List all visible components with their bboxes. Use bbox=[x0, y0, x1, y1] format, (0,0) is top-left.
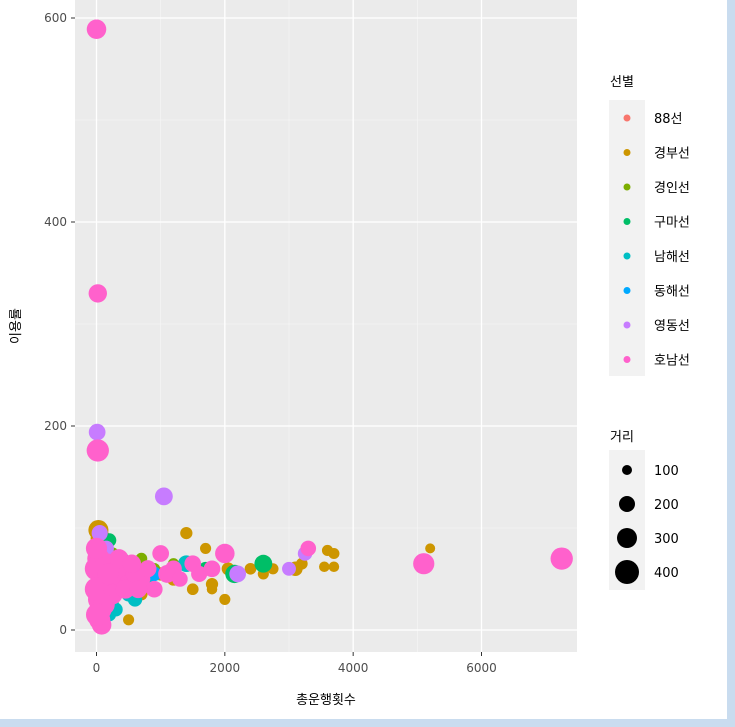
data-point bbox=[152, 545, 170, 562]
legend-color-swatch bbox=[623, 183, 631, 191]
data-point bbox=[97, 563, 119, 585]
legend-size-label: 400 bbox=[654, 566, 679, 581]
legend-color-label: 경인선 bbox=[654, 181, 690, 196]
data-point bbox=[88, 284, 107, 303]
data-point bbox=[244, 562, 257, 575]
y-tick-label: 200 bbox=[44, 419, 67, 433]
color-legend-key-background bbox=[609, 100, 645, 376]
x-tick-label: 2000 bbox=[210, 661, 241, 675]
size-legend: 거리 100 200 300 400 bbox=[609, 430, 679, 590]
data-point bbox=[254, 554, 273, 573]
legend-color-label: 남해선 bbox=[654, 250, 690, 265]
legend-color-label: 경부선 bbox=[654, 147, 690, 162]
data-point bbox=[139, 560, 157, 578]
data-point bbox=[413, 553, 435, 575]
data-point bbox=[200, 542, 212, 554]
data-point bbox=[295, 557, 308, 570]
data-point bbox=[172, 571, 188, 587]
data-point bbox=[191, 565, 208, 582]
data-point bbox=[282, 561, 296, 576]
data-point bbox=[86, 439, 109, 462]
x-tick-label: 6000 bbox=[466, 661, 497, 675]
scatter-chart: 0 2000 4000 6000 0 200 400 600 총운행횟수 이용률 선별 88… bbox=[9, 0, 690, 708]
legend-color-swatch bbox=[623, 252, 631, 260]
data-point bbox=[328, 547, 340, 560]
legend-color-label: 호남선 bbox=[654, 354, 690, 369]
data-point bbox=[206, 583, 218, 595]
y-axis: 0 200 400 600 bbox=[44, 11, 75, 637]
data-points bbox=[84, 19, 573, 635]
size-legend-title: 거리 bbox=[610, 430, 634, 445]
legend-size-label: 200 bbox=[654, 498, 679, 513]
legend-size-swatch bbox=[615, 560, 639, 584]
legend-size-swatch bbox=[619, 496, 635, 512]
data-point bbox=[425, 543, 436, 554]
legend-color-label: 88선 bbox=[654, 112, 683, 127]
plot-background bbox=[75, 0, 577, 652]
legend-color-swatch bbox=[623, 356, 631, 363]
data-point bbox=[85, 537, 108, 560]
data-point bbox=[319, 561, 330, 573]
x-axis-title: 총운행횟수 bbox=[296, 692, 356, 708]
color-legend-title: 선별 bbox=[610, 75, 634, 90]
data-point bbox=[229, 565, 247, 583]
data-point bbox=[203, 560, 221, 578]
x-tick-label: 4000 bbox=[338, 661, 369, 675]
data-point bbox=[86, 19, 107, 39]
data-point bbox=[85, 603, 109, 626]
legend-size-swatch bbox=[622, 465, 632, 475]
legend-color-label: 영동선 bbox=[654, 319, 690, 334]
data-point bbox=[154, 487, 173, 506]
legend-color-swatch bbox=[623, 218, 631, 225]
window-frame-bottom bbox=[0, 719, 735, 727]
data-point bbox=[122, 554, 141, 573]
data-point bbox=[186, 583, 199, 596]
data-point bbox=[123, 614, 135, 626]
legend-color-label: 구마선 bbox=[654, 216, 690, 231]
data-point bbox=[115, 579, 135, 599]
window-frame-right bbox=[727, 0, 735, 727]
legend-size-label: 100 bbox=[654, 464, 679, 479]
data-point bbox=[550, 547, 573, 570]
data-point bbox=[215, 543, 235, 564]
x-tick-label: 0 bbox=[93, 661, 101, 675]
data-point bbox=[300, 540, 317, 557]
y-tick-label: 400 bbox=[44, 215, 67, 229]
x-axis: 0 2000 4000 6000 bbox=[93, 652, 497, 675]
data-point bbox=[328, 561, 340, 573]
legend-color-label: 동해선 bbox=[654, 285, 690, 300]
y-axis-title: 이용률 bbox=[9, 308, 24, 344]
grid-minor bbox=[75, 0, 577, 652]
y-tick-label: 0 bbox=[59, 623, 67, 637]
data-point bbox=[219, 593, 231, 605]
y-tick-label: 600 bbox=[44, 11, 67, 25]
data-point bbox=[129, 580, 148, 599]
legend-size-swatch bbox=[617, 528, 637, 548]
legend-color-swatch bbox=[623, 321, 631, 329]
legend-size-label: 300 bbox=[654, 532, 679, 547]
data-point bbox=[91, 525, 108, 542]
data-point bbox=[88, 423, 106, 441]
data-point bbox=[180, 526, 193, 540]
legend-color-swatch bbox=[623, 287, 631, 294]
legend-color-swatch bbox=[623, 114, 631, 122]
legend-color-swatch bbox=[623, 149, 631, 156]
data-point bbox=[145, 580, 163, 598]
